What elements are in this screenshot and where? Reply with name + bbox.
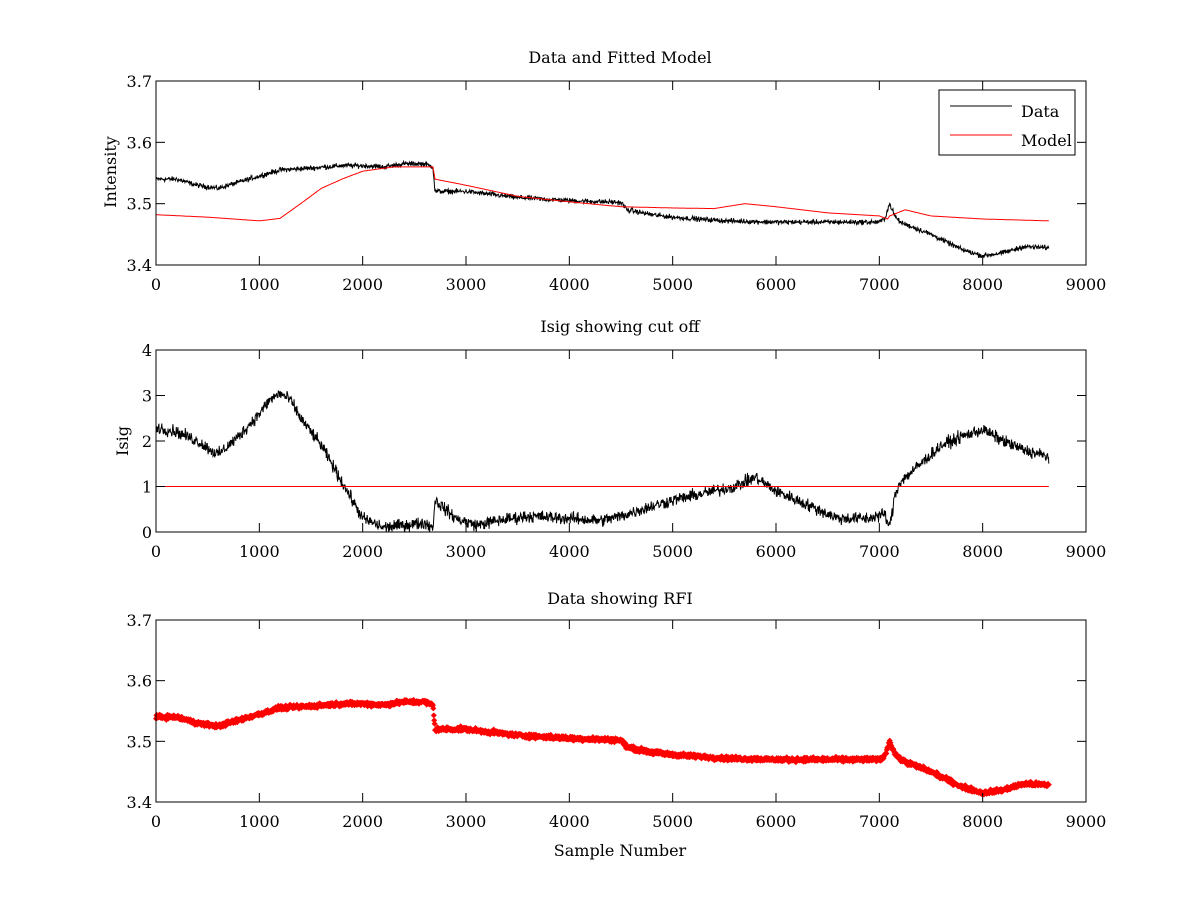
y-axis-label: Isig [113,426,132,456]
x-tick-label: 1000 [239,542,280,561]
y-tick-label: 3.6 [127,133,152,152]
series-line-data [155,159,1050,259]
x-tick-label: 2000 [342,812,383,831]
x-tick-label: 7000 [859,275,900,294]
x-tick-label: 2000 [342,542,383,561]
x-tick-label: 8000 [962,275,1003,294]
y-tick-label: 3.5 [127,732,152,751]
legend: Data Model [938,89,1076,156]
x-tick-label: 4000 [549,275,590,294]
rfi-chart: Data showing RFI 0 1000 2000 3000 4000 5000 60… [127,589,1107,860]
series-rfi-markers [153,696,1052,798]
x-tick-label: 3000 [446,812,487,831]
isig-chart: Isig showing cut off 0 1000 2000 3000 4000 50… [113,317,1106,561]
y-axis-label: Intensity [101,136,120,208]
legend-label-model: Model [1021,131,1072,150]
x-tick-label: 4000 [549,812,590,831]
x-tick-label: 8000 [962,542,1003,561]
chart-title: Isig showing cut off [540,317,701,336]
x-tick-label: 0 [151,275,161,294]
y-tick-label: 1 [142,478,152,497]
x-tick-label: 8000 [962,812,1003,831]
x-tick-label: 3000 [446,542,487,561]
x-tick-label: 4000 [549,542,590,561]
chart-title: Data showing RFI [547,589,692,608]
y-tick-label: 4 [142,341,152,360]
x-tick-label: 5000 [652,275,693,294]
x-tick-label: 6000 [756,275,797,294]
plot-area: 0 1000 2000 3000 4000 5000 6000 7000 8000 9000 0 1 2… [142,341,1107,561]
x-tick-label: 6000 [756,542,797,561]
legend-box [938,89,1076,156]
x-tick-label: 0 [151,812,161,831]
x-tick-label: 7000 [859,542,900,561]
series-line-isig [155,390,1050,533]
y-tick-label: 3.7 [127,611,152,630]
y-tick-label: 2 [142,432,152,451]
x-tick-label: 3000 [446,275,487,294]
x-tick-label: 9000 [1066,812,1107,831]
x-tick-label: 1000 [239,812,280,831]
y-tick-label: 3.7 [127,72,152,91]
data-and-model-chart: Data and Fitted Model 0 1000 2000 3000 4000 5… [101,48,1106,294]
y-tick-label: 3.4 [127,793,152,812]
y-tick-label: 3 [142,387,152,406]
axes-frame [155,619,1087,803]
series-line-model [155,166,1049,222]
x-tick-label: 0 [151,542,161,561]
x-tick-label: 9000 [1066,275,1107,294]
x-tick-label: 5000 [652,812,693,831]
axes-frame [155,80,1087,266]
y-tick-label: 3.4 [127,256,152,275]
x-tick-label: 1000 [239,275,280,294]
chart-title: Data and Fitted Model [528,48,711,67]
y-tick-label: 3.5 [127,195,152,214]
plot-area: 0 1000 2000 3000 4000 5000 6000 7000 8000 9000 3.4… [127,611,1107,831]
legend-label-data: Data [1021,102,1060,121]
y-tick-label: 0 [142,523,152,542]
plot-area: 0 1000 2000 3000 4000 5000 6000 7000 8000 9000 3.4… [127,72,1107,294]
x-axis-label: Sample Number [554,841,687,860]
x-tick-label: 7000 [859,812,900,831]
rfi-points [153,696,1052,798]
x-tick-label: 9000 [1066,542,1107,561]
y-tick-label: 3.6 [127,672,152,691]
x-tick-label: 6000 [756,812,797,831]
x-tick-label: 5000 [652,542,693,561]
x-tick-label: 2000 [342,275,383,294]
